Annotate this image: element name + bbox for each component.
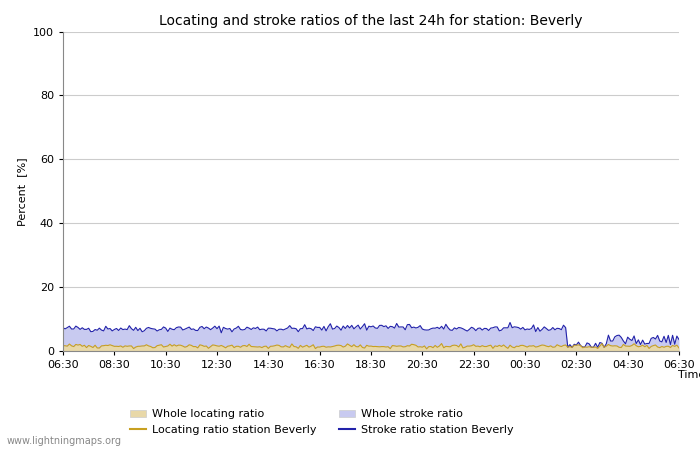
Text: www.lightningmaps.org: www.lightningmaps.org: [7, 436, 122, 446]
Legend: Whole locating ratio, Locating ratio station Beverly, Whole stroke ratio, Stroke: Whole locating ratio, Locating ratio sta…: [130, 410, 514, 435]
X-axis label: Time: Time: [678, 370, 700, 380]
Y-axis label: Percent  [%]: Percent [%]: [18, 157, 27, 225]
Title: Locating and stroke ratios of the last 24h for station: Beverly: Locating and stroke ratios of the last 2…: [160, 14, 582, 27]
